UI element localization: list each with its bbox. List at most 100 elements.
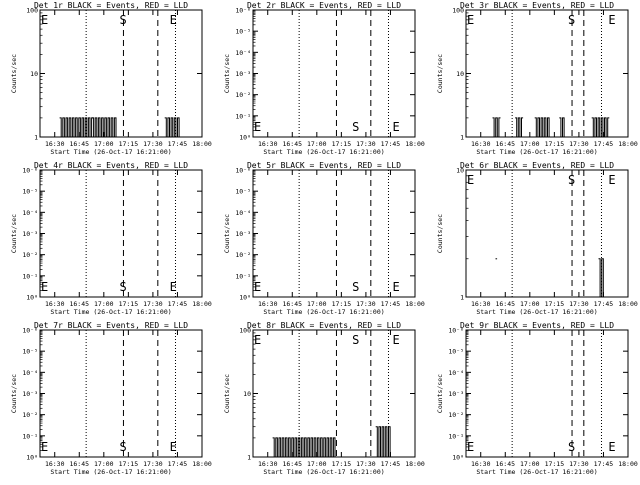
start-marker: S [352,280,359,294]
plot-frame [465,169,629,298]
y-tick-label: 10⁻⁴ [448,369,464,377]
y-axis-label: Counts/sec [10,54,18,93]
end-marker: E [170,13,177,27]
panel-title: Det 4r BLACK = Events, RED = LLD [34,161,188,170]
x-tick-label: 18:00 [192,140,212,148]
x-tick-label: 16:45 [495,140,515,148]
x-axis-label: Start Time (26-Oct-17 16:21:00) [263,308,384,316]
y-tick-label: 10⁰ [26,294,38,302]
x-tick-label: 17:15 [332,460,352,468]
x-axis-label: Start Time (26-Oct-17 16:21:00) [476,148,597,156]
y-tick-label: 10⁻⁶ [22,167,38,175]
x-axis-label: Start Time (26-Oct-17 16:21:00) [263,468,384,476]
y-tick-label: 10⁻⁴ [235,49,251,57]
y-tick-label: 10⁻⁶ [22,327,38,335]
y-tick-label: 1 [460,294,464,302]
x-tick-label: 16:45 [69,140,89,148]
y-axis-label: Counts/sec [223,54,231,93]
end-marker-left: E [41,13,48,27]
events-trace [534,117,551,138]
plot-frame [39,329,203,458]
y-tick-label: 10⁻⁶ [235,7,251,15]
panel-1: Det 1r BLACK = Events, RED = LLD 1 10 100 Co… [10,1,212,156]
events-trace [272,437,337,458]
y-tick-label: 10⁻⁴ [22,209,38,217]
y-axis-label: Counts/sec [223,374,231,413]
end-marker-left: E [254,280,261,294]
end-marker: E [392,333,399,347]
x-tick-label: 17:30 [569,300,589,308]
y-tick-label: 10 [456,70,464,78]
events-trace [92,117,118,138]
x-tick-label: 17:15 [119,460,139,468]
end-marker: E [392,280,399,294]
end-marker-left: E [467,13,474,27]
x-tick-label: 17:00 [520,460,540,468]
y-tick-label: 10⁻¹ [235,112,251,120]
x-tick-label: 16:45 [282,300,302,308]
x-tick-label: 16:30 [471,140,491,148]
x-tick-label: 17:00 [94,460,114,468]
panel-8: Det 8r BLACK = Events, RED = LLD 1 10 100 Co… [223,321,425,476]
panel-9: Det 9r BLACK = Events, RED = LLD 10⁰ 10⁻¹ 1… [436,321,638,476]
events-trace [59,117,94,138]
panel-title: Det 3r BLACK = Events, RED = LLD [460,1,614,10]
y-tick-label: 10⁻⁵ [22,188,38,196]
x-tick-label: 17:15 [545,460,565,468]
y-tick-label: 10⁻³ [448,390,464,398]
x-tick-label: 17:15 [119,140,139,148]
panel-title: Det 5r BLACK = Events, RED = LLD [247,161,401,170]
events-trace [375,426,392,458]
end-marker: E [392,120,399,134]
x-tick-label: 18:00 [405,140,425,148]
x-tick-label: 17:00 [307,460,327,468]
x-tick-label: 17:30 [569,140,589,148]
x-tick-label: 17:15 [332,300,352,308]
x-tick-label: 17:15 [332,140,352,148]
x-tick-label: 16:30 [45,140,65,148]
panel-2: Det 2r BLACK = Events, RED = LLD 10⁰ 10⁻¹ 1… [223,1,425,156]
end-marker-left: E [254,333,261,347]
x-tick-label: 18:00 [192,460,212,468]
x-tick-label: 17:15 [119,300,139,308]
x-tick-label: 17:00 [307,300,327,308]
x-tick-label: 17:30 [356,300,376,308]
y-tick-label: 10⁻² [235,91,251,99]
x-axis-label: Start Time (26-Oct-17 16:21:00) [50,308,171,316]
y-tick-label: 10⁻³ [235,70,251,78]
end-marker: E [170,440,177,454]
end-marker: E [608,173,615,187]
y-tick-label: 10⁻² [22,411,38,419]
y-tick-label: 10⁻¹ [22,272,38,280]
panel-4: Det 4r BLACK = Events, RED = LLD 10⁰ 10⁻¹ 1… [10,161,212,316]
x-tick-label: 18:00 [618,300,638,308]
x-tick-label: 17:45 [594,140,614,148]
x-tick-label: 16:45 [282,460,302,468]
y-axis-label: Counts/sec [10,374,18,413]
x-tick-label: 17:30 [143,300,163,308]
panel-title: Det 8r BLACK = Events, RED = LLD [247,321,401,330]
x-tick-label: 16:45 [69,300,89,308]
x-tick-label: 18:00 [405,460,425,468]
y-tick-label: 10⁻¹ [448,432,464,440]
x-tick-label: 17:45 [381,300,401,308]
panel-title: Det 1r BLACK = Events, RED = LLD [34,1,188,10]
end-marker-left: E [254,120,261,134]
y-tick-label: 10⁻⁴ [22,369,38,377]
x-tick-label: 17:30 [356,140,376,148]
x-tick-label: 17:45 [594,300,614,308]
y-tick-label: 10 [456,167,464,175]
panel-title: Det 7r BLACK = Events, RED = LLD [34,321,188,330]
x-tick-label: 17:00 [520,140,540,148]
y-tick-label: 10⁻⁵ [235,188,251,196]
y-tick-label: 10⁰ [26,454,38,462]
y-axis-label: Counts/sec [436,214,444,253]
y-tick-label: 10⁻⁶ [235,167,251,175]
x-tick-label: 16:30 [471,300,491,308]
plot-frame [465,329,629,458]
panel-5: Det 5r BLACK = Events, RED = LLD 10⁰ 10⁻¹ 1… [223,161,425,316]
x-axis-label: Start Time (26-Oct-17 16:21:00) [50,468,171,476]
y-tick-label: 10⁻⁵ [235,28,251,36]
x-tick-label: 18:00 [405,300,425,308]
y-tick-label: 10⁻¹ [235,272,251,280]
